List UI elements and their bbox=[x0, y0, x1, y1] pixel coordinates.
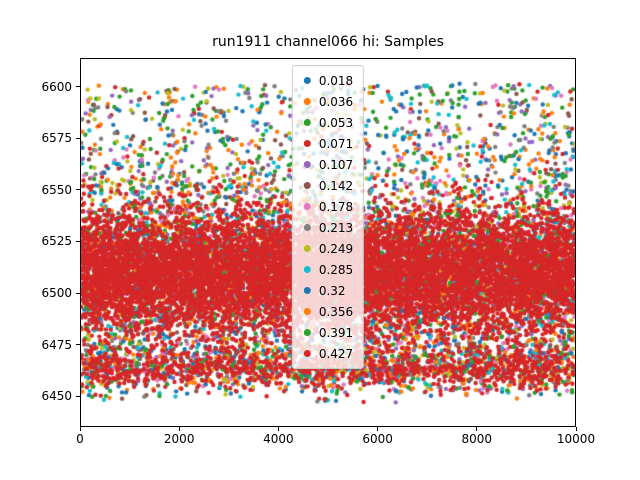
legend-label: 0.142 bbox=[318, 178, 354, 193]
legend-label: 0.32 bbox=[318, 283, 346, 298]
y-tick-mark bbox=[76, 86, 80, 88]
y-tick-label: 6500 bbox=[41, 286, 72, 300]
plot-area: 0.018 0.036 0.053 0.071 0.107 0.142 0.178 0.213… bbox=[80, 58, 576, 427]
legend-label: 0.427 bbox=[318, 346, 354, 361]
x-tick-mark bbox=[377, 427, 379, 431]
legend-label: 0.018 bbox=[318, 73, 354, 88]
y-tick-mark bbox=[76, 189, 80, 191]
legend-label: 0.071 bbox=[318, 136, 354, 151]
y-tick-label: 6550 bbox=[41, 182, 72, 197]
legend-item: 0.107 bbox=[299, 154, 353, 175]
legend-item: 0.142 bbox=[299, 175, 353, 196]
legend-label: 0.356 bbox=[318, 304, 354, 319]
y-tick-mark bbox=[76, 240, 80, 242]
legend-label: 0.391 bbox=[318, 325, 354, 340]
x-tick-mark bbox=[178, 427, 180, 431]
x-tick-label: 2000 bbox=[163, 432, 195, 446]
legend-marker-icon bbox=[303, 245, 311, 252]
legend-marker-icon bbox=[303, 77, 311, 84]
chart-title: run1911 channel066 hi: Samples bbox=[212, 34, 444, 50]
legend-item: 0.427 bbox=[299, 343, 353, 364]
legend-item: 0.391 bbox=[299, 322, 353, 343]
x-tick-mark bbox=[476, 427, 478, 431]
y-tick-mark bbox=[76, 292, 80, 294]
legend-item: 0.071 bbox=[299, 133, 353, 154]
y-tick-label: 6450 bbox=[41, 389, 72, 404]
legend-item: 0.053 bbox=[299, 112, 353, 133]
y-tick-label: 6525 bbox=[41, 234, 72, 249]
legend-marker-icon bbox=[303, 98, 311, 105]
y-tick-label: 6600 bbox=[41, 79, 72, 94]
legend-label: 0.178 bbox=[318, 199, 354, 214]
legend-marker-icon bbox=[303, 350, 311, 357]
y-tick-label: 6575 bbox=[41, 131, 72, 146]
legend-marker-icon bbox=[303, 140, 311, 147]
legend-marker-icon bbox=[303, 329, 311, 336]
legend-marker-icon bbox=[303, 224, 311, 231]
legend-label: 0.285 bbox=[318, 262, 354, 277]
legend-marker-icon bbox=[303, 203, 311, 210]
legend-marker-icon bbox=[303, 182, 311, 189]
legend-item: 0.213 bbox=[299, 217, 353, 238]
legend-item: 0.036 bbox=[299, 91, 353, 112]
x-tick-label: 4000 bbox=[263, 432, 294, 446]
legend-marker-icon bbox=[303, 287, 311, 294]
legend: 0.018 0.036 0.053 0.071 0.107 0.142 0.178 0.213… bbox=[291, 65, 365, 369]
x-tick-mark bbox=[79, 427, 81, 431]
y-tick-label: 6475 bbox=[41, 337, 72, 352]
legend-marker-icon bbox=[303, 119, 311, 126]
y-tick-mark bbox=[76, 344, 80, 346]
y-tick-mark bbox=[76, 395, 80, 397]
legend-marker-icon bbox=[303, 308, 311, 315]
legend-label: 0.249 bbox=[318, 241, 354, 256]
legend-item: 0.285 bbox=[299, 259, 353, 280]
legend-label: 0.036 bbox=[318, 94, 354, 109]
legend-label: 0.107 bbox=[318, 157, 354, 172]
legend-item: 0.018 bbox=[299, 70, 353, 91]
x-tick-label: 6000 bbox=[362, 432, 393, 446]
legend-marker-icon bbox=[303, 161, 311, 168]
x-tick-label: 8000 bbox=[461, 432, 493, 446]
x-tick-label: 10000 bbox=[556, 432, 596, 446]
legend-item: 0.356 bbox=[299, 301, 353, 322]
x-tick-mark bbox=[277, 427, 279, 431]
legend-item: 0.178 bbox=[299, 196, 353, 217]
y-tick-mark bbox=[76, 137, 80, 139]
x-tick-label: 0 bbox=[76, 432, 84, 446]
legend-marker-icon bbox=[303, 266, 311, 273]
legend-item: 0.249 bbox=[299, 238, 353, 259]
legend-label: 0.053 bbox=[318, 115, 354, 130]
x-tick-mark bbox=[575, 427, 577, 431]
legend-item: 0.32 bbox=[299, 280, 353, 301]
legend-label: 0.213 bbox=[318, 220, 354, 235]
